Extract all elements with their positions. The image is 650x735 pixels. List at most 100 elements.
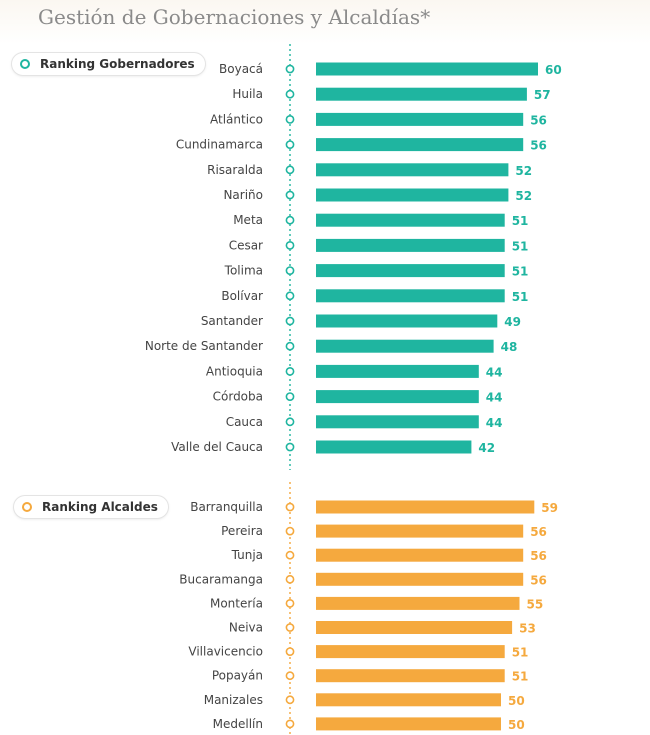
gobernador-category-label: Cesar [229, 238, 263, 252]
alcalde-value-label: 53 [519, 622, 536, 636]
gobernador-bar [316, 163, 509, 177]
gobernador-category-label: Córdoba [213, 390, 263, 404]
ranking-alcaldes-label: Ranking Alcaldes [14, 496, 168, 518]
gobernador-bar [316, 440, 472, 454]
gobernador-marker [285, 89, 295, 99]
gobernador-marker [285, 64, 295, 74]
alcalde-marker [285, 550, 295, 560]
alcalde-value-label: 51 [512, 670, 529, 684]
gobernador-value-label: 60 [545, 63, 562, 77]
alcalde-marker [285, 647, 295, 656]
alcalde-category-label: Neiva [229, 621, 263, 635]
gobernador-bar [316, 364, 479, 378]
gobernador-category-label: Cundinamarca [176, 138, 263, 152]
alcalde-bar [316, 572, 524, 586]
gobernador-value-label: 51 [512, 214, 529, 228]
alcalde-bar [316, 596, 520, 610]
gobernador-bar [316, 87, 527, 101]
gobernador-value-label: 56 [530, 113, 547, 127]
alcalde-category-label: Villavicencio [188, 645, 263, 659]
gobernador-category-label: Atlántico [210, 112, 263, 126]
alcalde-bar [316, 645, 505, 659]
alcalde-marker [285, 671, 295, 681]
ranking-alcaldes-title: Ranking Alcaldes [42, 500, 158, 514]
page-title: Gestión de Gobernaciones y Alcaldías* [38, 5, 431, 29]
gobernador-value-label: 48 [501, 340, 518, 354]
gobernador-value-label: 44 [486, 365, 503, 379]
alcalde-category-label: Tunja [231, 548, 263, 562]
alcalde-marker [285, 526, 295, 536]
gobernador-marker [285, 215, 295, 225]
gobernador-marker [285, 240, 295, 250]
gobernador-category-label: Risaralda [207, 163, 263, 177]
gobernador-bar [316, 390, 479, 404]
alcalde-category-label: Bucaramanga [179, 572, 263, 586]
gobernador-marker [285, 316, 295, 326]
gobernador-value-label: 42 [478, 441, 495, 455]
alcalde-marker [285, 599, 295, 608]
gobernador-value-label: 44 [486, 391, 503, 405]
alcalde-value-label: 51 [512, 646, 529, 660]
gobernador-marker [285, 417, 295, 427]
gobernador-category-label: Nariño [223, 188, 263, 202]
gobernador-value-label: 52 [515, 164, 532, 178]
gobernador-bar [316, 62, 538, 76]
alcalde-marker [285, 719, 295, 729]
alcalde-bar [316, 548, 524, 562]
gobernador-bar [316, 213, 505, 227]
alcalde-bar [316, 717, 501, 731]
gobernador-value-label: 56 [530, 139, 547, 153]
gobernador-value-label: 49 [504, 315, 521, 329]
gobernador-category-label: Santander [201, 314, 263, 328]
gobernador-marker [285, 366, 295, 376]
gobernador-marker [285, 190, 295, 200]
gobernador-marker [285, 291, 295, 301]
gobernador-bar [316, 112, 524, 126]
alcalde-marker [285, 695, 295, 705]
ranking-gobernadores-title: Ranking Gobernadores [40, 57, 195, 71]
alcalde-marker [285, 623, 295, 632]
gobernador-marker [285, 341, 295, 351]
gobernador-value-label: 51 [512, 239, 529, 253]
gobernador-value-label: 51 [512, 290, 529, 304]
gobernador-marker [285, 392, 295, 401]
gobernador-category-label: Cauca [226, 415, 263, 429]
header-band [0, 0, 650, 44]
gobernador-value-label: 52 [515, 189, 532, 203]
alcalde-marker [285, 502, 295, 512]
alcalde-value-label: 59 [541, 501, 558, 515]
gobernador-bar [316, 264, 505, 278]
gobernador-bar [316, 339, 494, 353]
alcalde-bar [316, 693, 501, 707]
alcalde-bar [316, 669, 505, 683]
gobernador-marker [285, 140, 295, 149]
alcalde-value-label: 56 [530, 573, 547, 587]
gobernador-marker [285, 266, 295, 275]
alcalde-value-label: 56 [530, 549, 547, 563]
alcalde-value-label: 50 [508, 718, 525, 732]
alcalde-category-label: Montería [210, 596, 263, 610]
alcalde-marker [285, 574, 295, 584]
gobernador-bar [316, 138, 524, 152]
gobernador-marker [285, 442, 295, 452]
gobernador-bar [316, 238, 505, 252]
gobernador-bar [316, 415, 479, 429]
alcalde-category-label: Barranquilla [190, 500, 263, 514]
gobernador-value-label: 57 [534, 88, 551, 102]
gobernador-category-label: Antioquia [206, 364, 263, 378]
ranking-gobernadores-label: Ranking Gobernadores [12, 53, 205, 75]
circle-icon [20, 59, 30, 69]
alcalde-bar [316, 524, 524, 538]
gobernador-category-label: Meta [233, 213, 263, 227]
alcalde-value-label: 50 [508, 694, 525, 708]
gobernador-value-label: 51 [512, 265, 529, 279]
gobernador-value-label: 44 [486, 416, 503, 430]
alcalde-category-label: Medellín [213, 717, 263, 731]
alcalde-value-label: 56 [530, 525, 547, 539]
gobernador-bar [316, 289, 505, 303]
gobernador-marker [285, 115, 295, 124]
alcalde-category-label: Manizales [204, 693, 263, 707]
circle-icon [22, 502, 32, 512]
alcalde-category-label: Pereira [221, 524, 263, 538]
